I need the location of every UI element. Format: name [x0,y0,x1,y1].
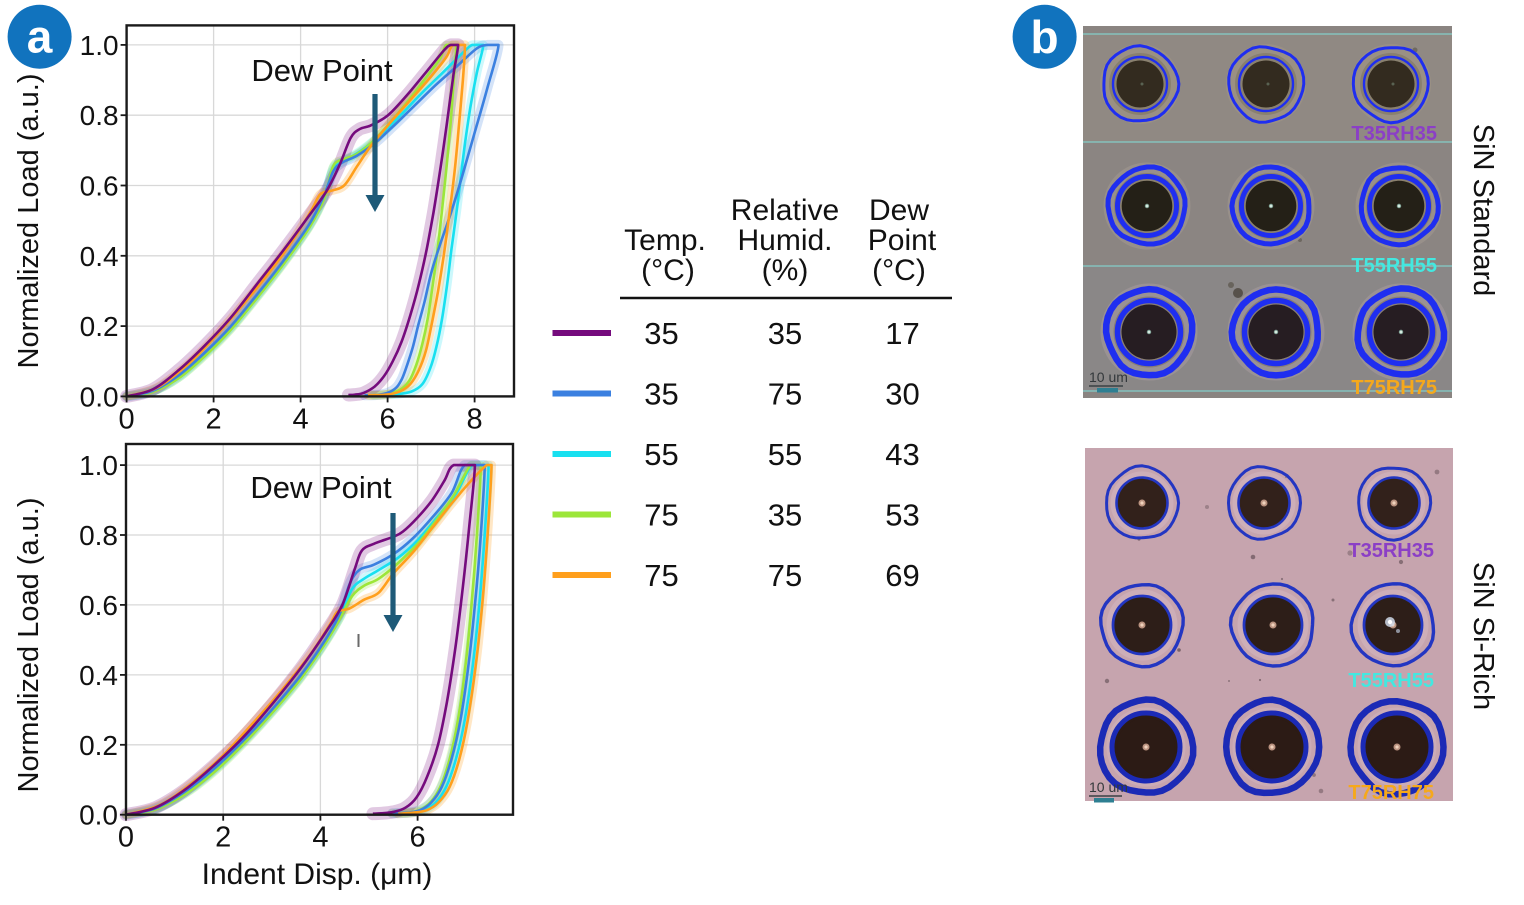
svg-text:0.6: 0.6 [79,590,118,621]
svg-text:35: 35 [768,498,802,533]
svg-text:(°C): (°C) [641,254,695,287]
svg-text:Dew Point: Dew Point [251,53,393,88]
svg-text:1.0: 1.0 [80,30,119,61]
svg-text:75: 75 [768,558,802,593]
svg-text:Humid.: Humid. [737,224,832,257]
svg-text:30: 30 [885,377,919,412]
svg-text:T75RH75: T75RH75 [1351,377,1437,399]
svg-text:SiN Si-Rich: SiN Si-Rich [1467,562,1499,710]
svg-text:a: a [27,11,53,63]
svg-text:75: 75 [644,498,678,533]
svg-text:10 um: 10 um [1089,369,1128,385]
svg-text:Dew: Dew [869,194,929,227]
svg-text:4: 4 [312,822,328,854]
svg-text:T75RH75: T75RH75 [1348,782,1434,804]
svg-text:0.4: 0.4 [79,660,118,691]
svg-text:0: 0 [119,403,135,435]
svg-text:69: 69 [885,558,919,593]
svg-text:4: 4 [293,403,309,435]
svg-text:0: 0 [118,822,134,854]
svg-text:0.2: 0.2 [80,311,119,342]
svg-text:T35RH35: T35RH35 [1351,123,1437,145]
svg-text:(%): (%) [762,254,809,287]
svg-text:Relative: Relative [731,194,839,227]
svg-text:6: 6 [410,822,426,854]
svg-text:0.2: 0.2 [79,730,118,761]
svg-text:43: 43 [885,437,919,472]
svg-text:1.0: 1.0 [79,450,118,481]
svg-text:Temp.: Temp. [624,224,706,257]
svg-text:10 um: 10 um [1089,779,1128,795]
svg-text:53: 53 [885,498,919,533]
svg-text:55: 55 [768,437,802,472]
svg-text:T55RH55: T55RH55 [1348,670,1434,692]
svg-text:0.0: 0.0 [79,800,118,831]
svg-text:75: 75 [768,377,802,412]
svg-text:2: 2 [215,822,231,854]
svg-text:Indent Disp. (μm): Indent Disp. (μm) [202,858,433,891]
svg-text:35: 35 [644,377,678,412]
svg-text:0.8: 0.8 [79,520,118,551]
svg-text:Normalized Load (a.u.): Normalized Load (a.u.) [13,498,45,793]
svg-text:Normalized Load (a.u.): Normalized Load (a.u.) [13,74,45,369]
svg-text:Dew Point: Dew Point [250,470,392,505]
svg-text:0.0: 0.0 [80,381,119,412]
svg-text:0.6: 0.6 [80,171,119,202]
svg-text:6: 6 [380,403,396,435]
svg-text:T35RH35: T35RH35 [1348,540,1434,562]
svg-text:(°C): (°C) [872,254,926,287]
svg-text:Point: Point [868,224,937,257]
svg-text:55: 55 [644,437,678,472]
svg-text:75: 75 [644,558,678,593]
svg-text:2: 2 [206,403,222,435]
svg-text:17: 17 [885,316,919,351]
svg-text:8: 8 [467,403,483,435]
svg-text:35: 35 [768,316,802,351]
svg-text:T55RH55: T55RH55 [1351,255,1437,277]
svg-text:SiN Standard: SiN Standard [1467,124,1499,297]
svg-text:0.8: 0.8 [80,100,119,131]
svg-text:35: 35 [644,316,678,351]
svg-text:b: b [1031,11,1059,63]
svg-text:0.4: 0.4 [80,241,119,272]
